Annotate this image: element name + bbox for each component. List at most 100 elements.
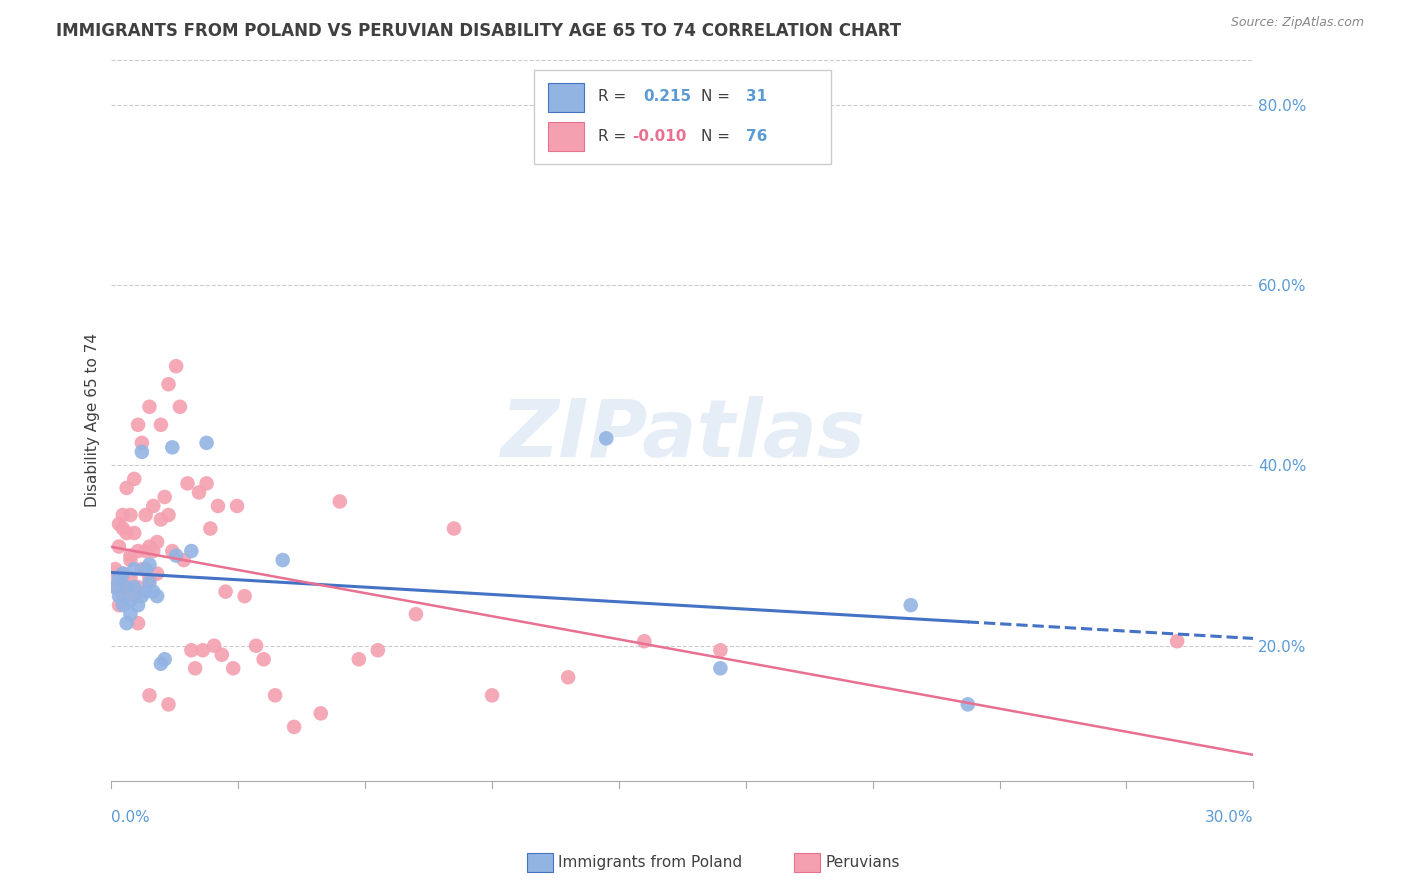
Point	[111, 566, 134, 581]
Point	[131, 589, 153, 603]
Point	[443, 522, 465, 536]
Point	[200, 522, 222, 536]
Point	[122, 580, 145, 594]
Point	[108, 540, 131, 554]
Point	[149, 512, 172, 526]
Point	[111, 598, 134, 612]
Point	[111, 575, 134, 590]
Point	[188, 485, 211, 500]
Point	[135, 544, 157, 558]
Point	[111, 508, 134, 522]
Point	[900, 598, 922, 612]
Point	[120, 553, 142, 567]
Point	[131, 445, 153, 459]
Point	[153, 490, 176, 504]
Point	[195, 435, 218, 450]
Point	[115, 526, 138, 541]
Point	[122, 472, 145, 486]
Text: N =: N =	[700, 129, 734, 145]
Point	[131, 435, 153, 450]
Point	[202, 639, 225, 653]
Point	[120, 571, 142, 585]
Point	[104, 562, 127, 576]
Point	[595, 431, 617, 445]
Point	[149, 657, 172, 671]
Point	[146, 589, 169, 603]
Point	[153, 652, 176, 666]
Point	[111, 589, 134, 603]
Text: R =: R =	[598, 89, 631, 103]
Point	[146, 566, 169, 581]
Point	[138, 540, 160, 554]
Point	[222, 661, 245, 675]
Text: 30.0%: 30.0%	[1205, 810, 1253, 825]
Point	[162, 441, 184, 455]
Point	[122, 526, 145, 541]
Text: Immigrants from Poland: Immigrants from Poland	[558, 855, 742, 870]
Point	[104, 580, 127, 594]
Point	[162, 544, 184, 558]
Point	[329, 494, 352, 508]
Point	[142, 499, 165, 513]
Point	[138, 558, 160, 572]
Point	[122, 589, 145, 603]
Text: 0.0%: 0.0%	[111, 810, 150, 825]
Text: Source: ZipAtlas.com: Source: ZipAtlas.com	[1230, 16, 1364, 29]
Point	[127, 580, 149, 594]
Point	[115, 580, 138, 594]
Point	[180, 643, 202, 657]
Point	[135, 584, 157, 599]
Point	[127, 544, 149, 558]
Point	[149, 417, 172, 432]
Point	[180, 544, 202, 558]
Point	[120, 549, 142, 563]
Point	[405, 607, 427, 622]
Point	[111, 522, 134, 536]
Point	[214, 584, 236, 599]
Text: ZIPatlas: ZIPatlas	[501, 396, 865, 474]
Text: R =: R =	[598, 129, 631, 145]
Point	[142, 544, 165, 558]
Point	[104, 580, 127, 594]
Text: 31: 31	[747, 89, 768, 103]
Point	[253, 652, 276, 666]
Point	[146, 535, 169, 549]
Point	[309, 706, 332, 721]
Point	[122, 562, 145, 576]
Text: -0.010: -0.010	[633, 129, 686, 145]
Point	[115, 481, 138, 495]
Point	[165, 359, 187, 374]
Y-axis label: Disability Age 65 to 74: Disability Age 65 to 74	[86, 334, 100, 508]
Point	[138, 400, 160, 414]
Point	[1166, 634, 1188, 648]
Point	[176, 476, 198, 491]
Point	[108, 598, 131, 612]
FancyBboxPatch shape	[547, 122, 583, 152]
Point	[709, 661, 731, 675]
Point	[138, 689, 160, 703]
Point	[271, 553, 294, 567]
Point	[108, 589, 131, 603]
Point	[108, 516, 131, 531]
Point	[115, 580, 138, 594]
Text: IMMIGRANTS FROM POLAND VS PERUVIAN DISABILITY AGE 65 TO 74 CORRELATION CHART: IMMIGRANTS FROM POLAND VS PERUVIAN DISAB…	[56, 22, 901, 40]
Point	[481, 689, 503, 703]
Point	[120, 508, 142, 522]
Point	[264, 689, 287, 703]
Point	[138, 571, 160, 585]
Point	[135, 562, 157, 576]
FancyBboxPatch shape	[534, 70, 831, 164]
Point	[108, 571, 131, 585]
Point	[157, 508, 180, 522]
Point	[367, 643, 389, 657]
Point	[157, 698, 180, 712]
Point	[184, 661, 207, 675]
Point	[709, 643, 731, 657]
Point	[115, 616, 138, 631]
Point	[211, 648, 233, 662]
Point	[956, 698, 979, 712]
Point	[138, 575, 160, 590]
Point	[127, 417, 149, 432]
Point	[207, 499, 229, 513]
Point	[111, 566, 134, 581]
